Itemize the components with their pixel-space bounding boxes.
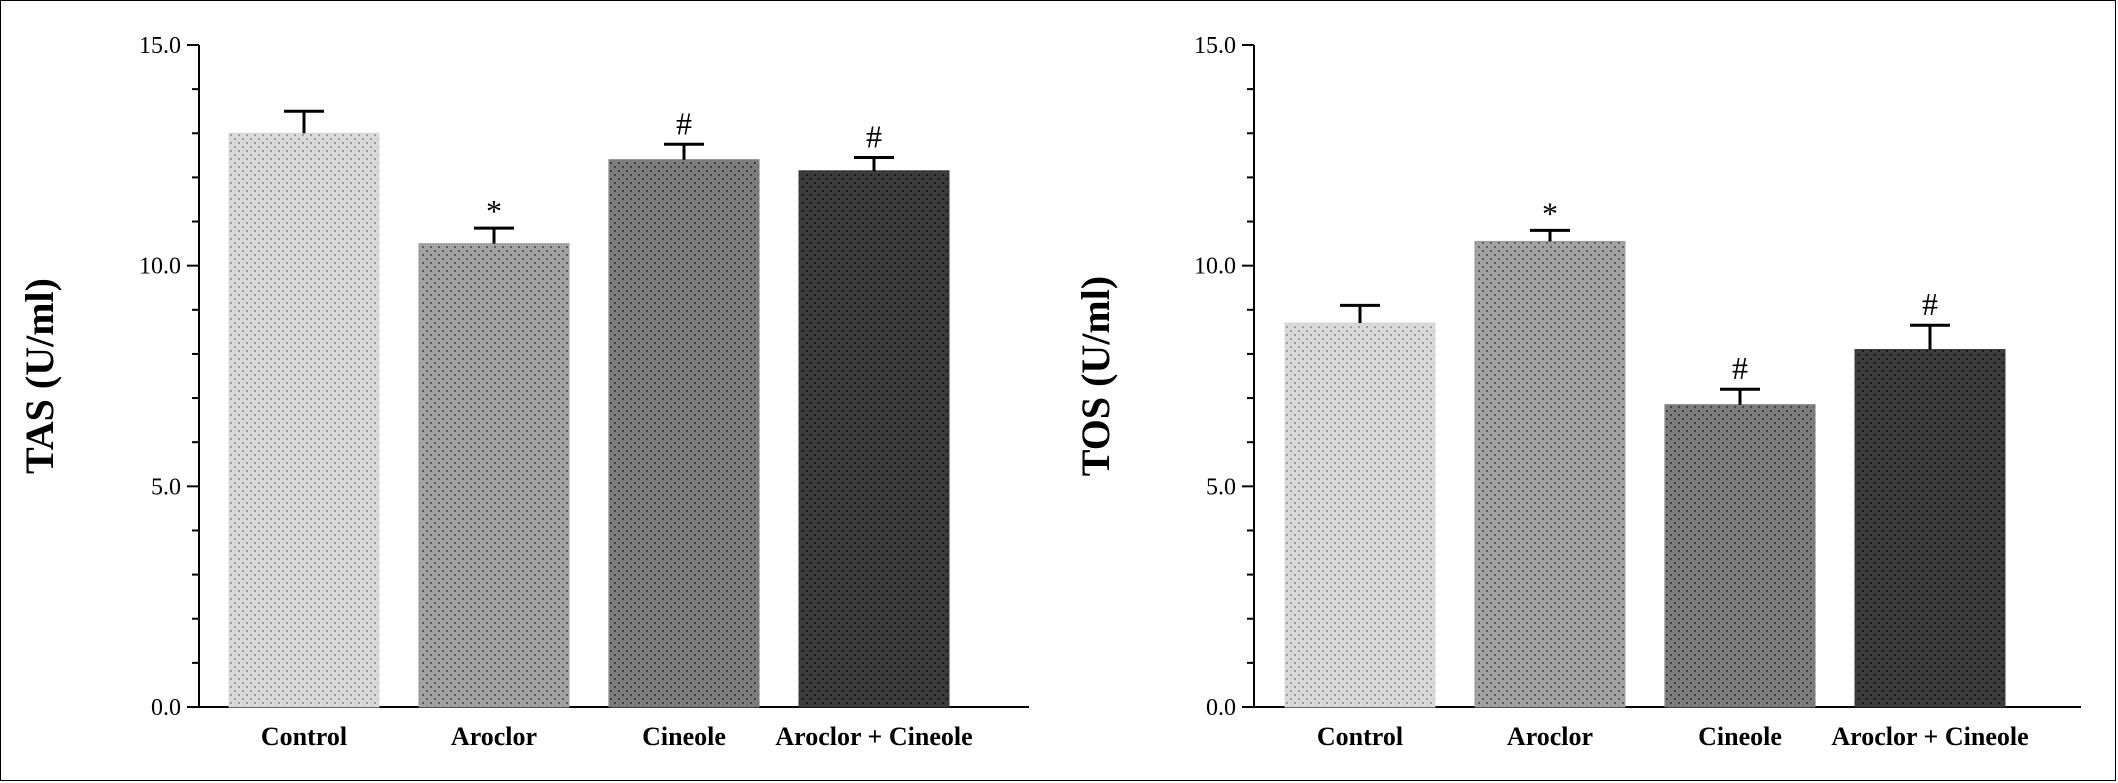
tos-bar-3 [1664, 404, 1816, 708]
tos-chart-panel: 0.0 5.0 10.0 15.0 TOS (U/ml) Control * Aroclor #… [1073, 33, 2081, 751]
tas-category-label-2: Aroclor [451, 722, 537, 751]
tos-bar-4 [1854, 349, 2006, 708]
tos-y-tick-label: 15.0 [1194, 33, 1236, 59]
tos-y-tick-label: 5.0 [1206, 474, 1236, 500]
tos-y-axis-title: TOS (U/ml) [1073, 276, 1118, 476]
tas-bar-4 [798, 170, 950, 708]
tas-category-label-3: Cineole [642, 722, 726, 751]
tas-y-axis-title: TAS (U/ml) [17, 278, 62, 474]
tas-y-tick-label: 5.0 [151, 474, 181, 500]
tos-category-label-3: Cineole [1698, 722, 1782, 751]
tas-y-tick-label: 10.0 [139, 254, 181, 280]
tas-category-label-4: Aroclor + Cineole [775, 722, 972, 751]
tos-significance-2: * [1542, 195, 1558, 231]
tas-category-label-1: Control [261, 722, 347, 751]
tas-y-tick-label: 0.0 [151, 695, 181, 721]
tos-significance-4: # [1922, 286, 1938, 322]
tos-category-label-1: Control [1317, 722, 1403, 751]
tas-y-tick-label: 15.0 [139, 33, 181, 59]
tas-bar-1 [228, 132, 380, 708]
tas-bar-3 [608, 159, 760, 708]
tas-significance-4: # [866, 119, 882, 155]
tos-y-tick-label: 10.0 [1194, 254, 1236, 280]
tos-category-label-4: Aroclor + Cineole [1831, 722, 2028, 751]
tas-chart-panel: 0.0 5.0 10.0 15.0 TAS (U/ml) Control * Aroclor #… [17, 33, 1029, 751]
tos-bar-2 [1474, 240, 1626, 708]
tas-significance-3: # [676, 105, 692, 141]
tos-significance-3: # [1732, 350, 1748, 386]
tos-category-label-2: Aroclor [1507, 722, 1593, 751]
tas-bar-2 [418, 243, 570, 708]
tos-y-tick-label: 0.0 [1206, 695, 1236, 721]
tos-bar-1 [1284, 322, 1436, 708]
tas-significance-2: * [486, 193, 502, 229]
